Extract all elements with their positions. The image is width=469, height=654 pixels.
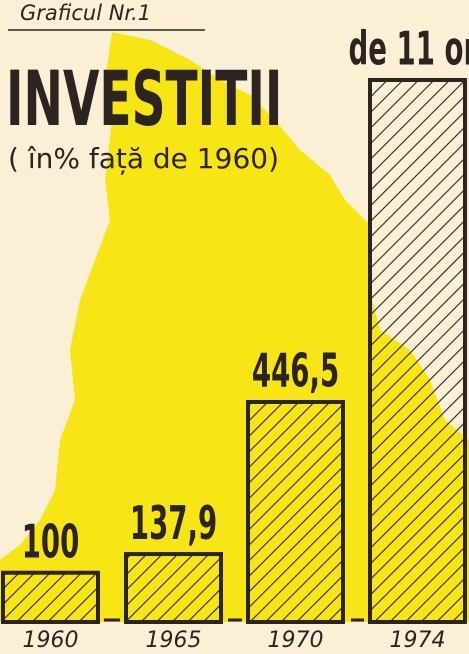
bar [124,552,223,625]
x-tick-label: 1965 [146,628,202,653]
bar [368,78,467,624]
value-label: 100 [22,515,80,568]
bar [1,570,100,625]
chart-subtitle: ( în% față de 1960) [8,142,279,175]
x-tick-label: 1974 [390,628,446,653]
chart-label: Graficul Nr.1 [20,1,151,25]
map-shape [0,32,469,622]
x-tick-label: 1960 [23,628,79,653]
value-label: 137,9 [130,496,217,549]
bar [246,399,345,625]
value-label: de 11 ori [348,22,469,75]
value-label: 446,5 [252,344,339,397]
chart-title: INVESTITII [6,54,282,143]
x-tick-label: 1970 [268,628,324,653]
